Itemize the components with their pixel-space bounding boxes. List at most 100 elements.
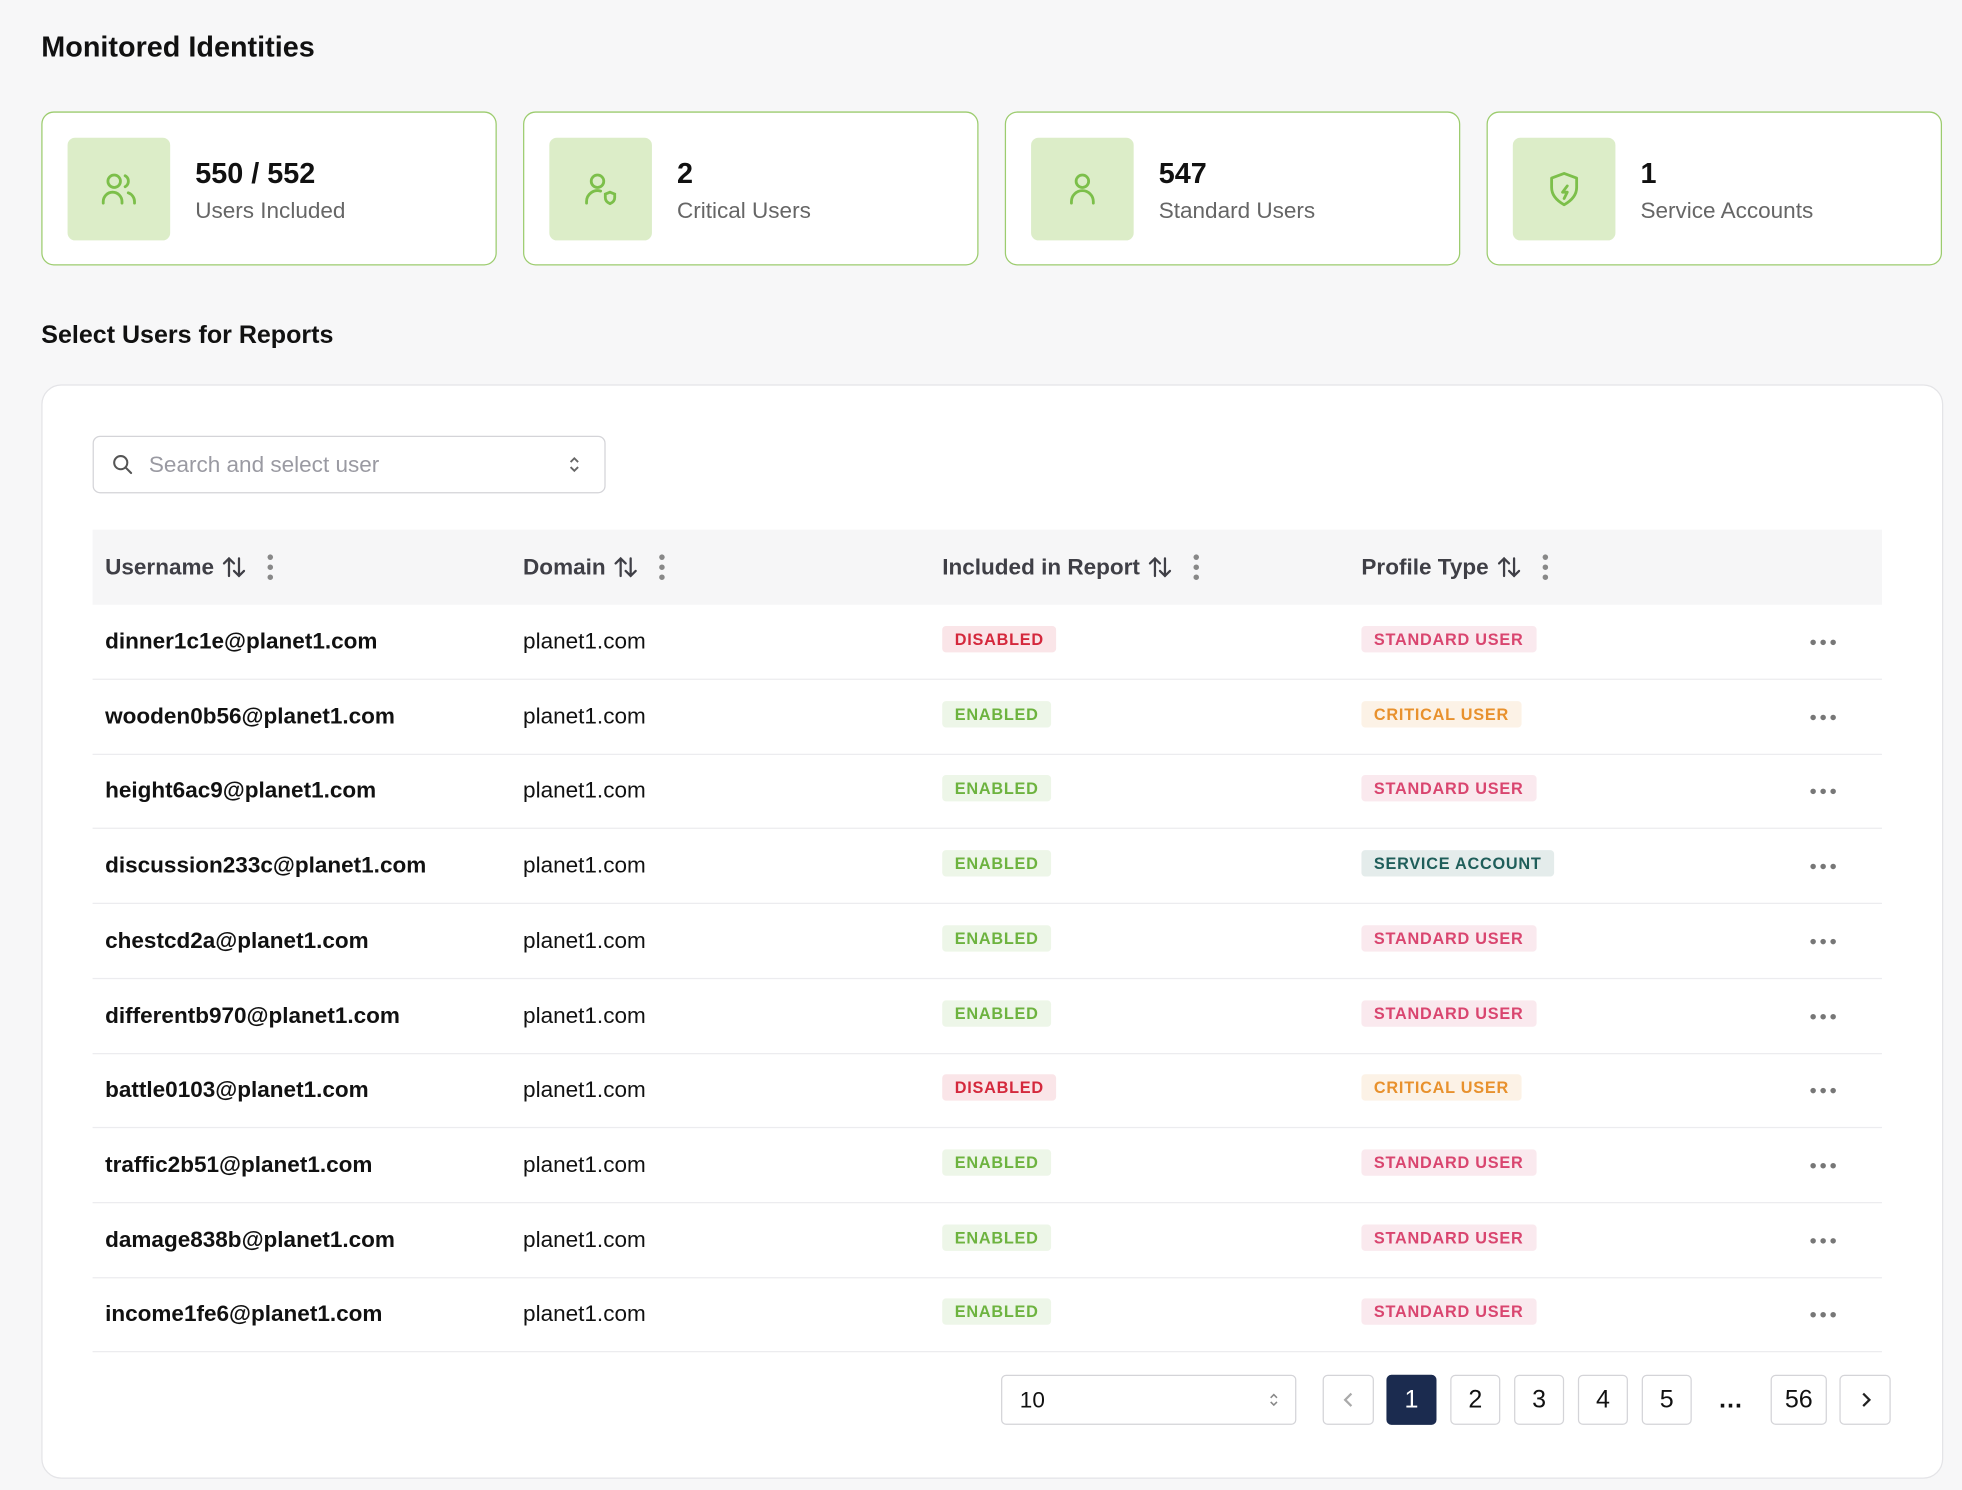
page-button[interactable]: … (1718, 1385, 1744, 1413)
row-actions[interactable] (1809, 630, 1837, 653)
stat-label: Critical Users (676, 197, 811, 223)
profile-badge: STANDARD USER (1361, 1149, 1536, 1176)
next-page[interactable] (1839, 1374, 1891, 1425)
row-actions[interactable] (1809, 1078, 1837, 1101)
included-badge: ENABLED (942, 1149, 1052, 1176)
table-row: wooden0b56@planet1.com planet1.com ENABLED… (92, 679, 1882, 755)
stat-card: 547 Standard Users (1004, 111, 1461, 266)
table-row: differentb970@planet1.com planet1.com ENAB… (92, 979, 1882, 1054)
domain: planet1.com (523, 703, 646, 729)
search-icon (113, 455, 133, 475)
column-title: Username (105, 554, 215, 580)
username: wooden0b56@planet1.com (105, 703, 395, 729)
domain: planet1.com (523, 852, 646, 878)
column-menu[interactable] (1541, 553, 1549, 581)
page-title: Monitored Identities (41, 30, 315, 63)
stat-label: Service Accounts (1640, 197, 1814, 223)
included-badge: ENABLED (942, 999, 1052, 1027)
username: height6ac9@planet1.com (105, 778, 377, 804)
username: battle0103@planet1.com (105, 1077, 369, 1103)
username: damage838b@planet1.com (105, 1226, 395, 1252)
profile-badge: STANDARD USER (1361, 1298, 1536, 1326)
section-title: Select Users for Reports (41, 321, 334, 350)
column-header[interactable]: Included in Report (942, 553, 1200, 581)
row-actions[interactable] (1809, 779, 1837, 802)
sort-icon[interactable] (1496, 556, 1521, 579)
search-select[interactable]: Search and select user (92, 435, 606, 494)
row-actions[interactable] (1809, 1153, 1837, 1176)
column-title: Domain (523, 554, 606, 580)
select-arrows (569, 456, 579, 473)
domain: planet1.com (523, 1226, 646, 1252)
column-menu[interactable] (1193, 553, 1201, 581)
profile-badge: STANDARD USER (1361, 999, 1536, 1027)
stat-icon (1512, 137, 1616, 241)
stat-card: 550 / 552 Users Included (41, 111, 497, 266)
row-actions[interactable] (1809, 1228, 1837, 1251)
table-row: discussion233c@planet1.com planet1.com ENA… (92, 829, 1882, 905)
included-badge: ENABLED (942, 700, 1052, 728)
column-header[interactable]: Username (105, 553, 274, 581)
page-size-select[interactable]: 10 (1001, 1374, 1297, 1425)
search-placeholder: Search and select user (148, 452, 380, 478)
domain: planet1.com (523, 1077, 646, 1103)
column-menu[interactable] (658, 553, 666, 581)
page-button[interactable]: 3 (1514, 1374, 1565, 1425)
domain: planet1.com (523, 927, 646, 953)
page-button[interactable]: 1 (1386, 1374, 1437, 1425)
select-arrows (1268, 1391, 1281, 1409)
stat-label: Users Included (195, 197, 346, 223)
row-actions[interactable] (1809, 1004, 1837, 1027)
row-actions[interactable] (1809, 705, 1837, 728)
table-row: chestcd2a@planet1.com planet1.com ENABLED S… (92, 904, 1882, 979)
domain: planet1.com (523, 1151, 646, 1177)
page-size: 10 (1019, 1386, 1045, 1412)
column-menu[interactable] (267, 553, 275, 581)
stat-icon (67, 137, 171, 241)
included-badge: ENABLED (942, 1298, 1052, 1326)
table-row: battle0103@planet1.com planet1.com DISABLE… (92, 1053, 1882, 1129)
stat-icon (1031, 137, 1134, 241)
stat-label: Standard Users (1158, 197, 1316, 223)
profile-badge: STANDARD USER (1361, 1224, 1536, 1251)
row-actions[interactable] (1809, 1303, 1837, 1326)
page-button[interactable]: 2 (1450, 1374, 1501, 1425)
row-actions[interactable] (1809, 929, 1837, 952)
column-header[interactable]: Profile Type (1361, 553, 1548, 581)
stat-card: 1 Service Accounts (1486, 111, 1943, 266)
row-actions[interactable] (1809, 854, 1837, 877)
domain: planet1.com (523, 1002, 646, 1028)
column-header[interactable]: Domain (523, 553, 666, 581)
profile-badge: STANDARD USER (1361, 925, 1536, 952)
sort-icon[interactable] (1147, 556, 1172, 579)
table-row: damage838b@planet1.com planet1.com ENABLED… (92, 1203, 1882, 1278)
sort-icon[interactable] (222, 556, 247, 579)
table-row: height6ac9@planet1.com planet1.com ENABLED… (92, 754, 1882, 830)
profile-badge: STANDARD USER (1361, 626, 1536, 653)
profile-badge: SERVICE ACCOUNT (1361, 850, 1555, 877)
stat-value: 2 (676, 156, 693, 190)
username: differentb970@planet1.com (105, 1002, 400, 1028)
page-button[interactable]: 5 (1641, 1374, 1692, 1425)
page-button[interactable]: 4 (1577, 1374, 1628, 1425)
table-row: dinner1c1e@planet1.com planet1.com DISABLE… (92, 605, 1882, 680)
username: dinner1c1e@planet1.com (105, 628, 378, 654)
profile-badge: CRITICAL USER (1361, 1074, 1522, 1101)
profile-badge: STANDARD USER (1361, 775, 1536, 802)
username: income1fe6@planet1.com (105, 1301, 383, 1327)
table-row: income1fe6@planet1.com planet1.com ENABLED… (92, 1278, 1882, 1353)
column-title: Profile Type (1361, 554, 1489, 580)
stat-value: 547 (1158, 156, 1207, 190)
sort-icon[interactable] (613, 556, 638, 579)
included-badge: ENABLED (942, 1224, 1052, 1251)
prev-page[interactable] (1322, 1374, 1374, 1425)
domain: planet1.com (523, 778, 646, 804)
included-badge: DISABLED (942, 1074, 1057, 1101)
included-badge: ENABLED (942, 925, 1052, 952)
page-button[interactable]: 56 (1770, 1374, 1827, 1425)
stat-icon (549, 137, 652, 241)
username: chestcd2a@planet1.com (105, 927, 369, 953)
stat-value: 550 / 552 (195, 156, 316, 190)
included-badge: DISABLED (942, 626, 1057, 653)
profile-badge: CRITICAL USER (1361, 700, 1522, 728)
